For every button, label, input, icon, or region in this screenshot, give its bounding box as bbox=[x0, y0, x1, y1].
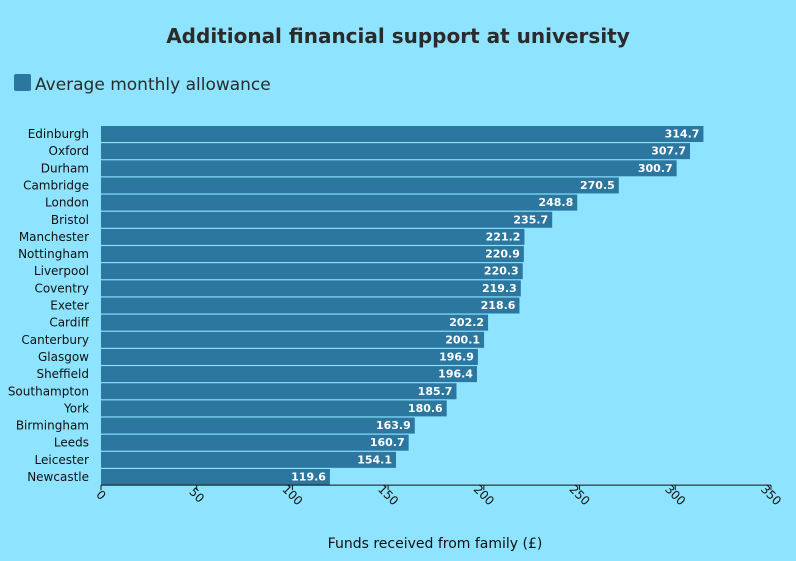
value-label: 235.7 bbox=[513, 213, 548, 226]
bar-newcastle bbox=[101, 469, 330, 485]
bar-coventry bbox=[101, 280, 521, 297]
category-label: Southampton bbox=[8, 384, 89, 398]
value-label: 300.7 bbox=[638, 162, 673, 175]
value-label: 196.9 bbox=[439, 350, 474, 363]
value-label: 248.8 bbox=[538, 196, 573, 209]
category-label: Leicester bbox=[35, 453, 90, 467]
value-label: 185.7 bbox=[418, 385, 453, 398]
category-label: Sheffield bbox=[36, 367, 89, 381]
value-label: 154.1 bbox=[357, 453, 392, 466]
value-label: 202.2 bbox=[449, 316, 484, 329]
bar-leicester bbox=[101, 451, 396, 468]
value-label: 270.5 bbox=[580, 179, 615, 192]
value-label: 218.6 bbox=[481, 299, 516, 312]
bar-edinburgh bbox=[101, 126, 704, 142]
value-label: 163.9 bbox=[376, 419, 411, 432]
category-label: Liverpool bbox=[34, 264, 89, 278]
bars: Edinburgh 314.7 Oxford 307.7 Durham 300.7 Camb… bbox=[8, 126, 704, 485]
value-label: 180.6 bbox=[408, 402, 443, 415]
legend-swatch bbox=[14, 74, 31, 91]
bar-york bbox=[101, 400, 447, 417]
value-label: 200.1 bbox=[445, 333, 480, 346]
bar-london bbox=[101, 194, 578, 211]
bar-sheffield bbox=[101, 366, 477, 383]
category-label: York bbox=[63, 401, 89, 415]
value-label: 220.3 bbox=[484, 265, 519, 278]
category-label: Leeds bbox=[54, 436, 89, 450]
category-label: Cambridge bbox=[23, 178, 89, 192]
bar-leeds bbox=[101, 434, 409, 451]
bar-cambridge bbox=[101, 177, 619, 194]
bar-birmingham bbox=[101, 417, 415, 434]
category-label: Nottingham bbox=[18, 247, 89, 261]
bar-manchester bbox=[101, 228, 525, 245]
category-label: Oxford bbox=[49, 144, 89, 158]
chart-title: Additional financial support at universi… bbox=[166, 24, 630, 48]
category-label: Birmingham bbox=[16, 419, 89, 433]
legend: Average monthly allowance bbox=[14, 74, 271, 95]
x-tick-label: 150 bbox=[375, 482, 401, 508]
value-label: 219.3 bbox=[482, 282, 517, 295]
x-tick-label: 250 bbox=[567, 482, 593, 508]
bar-oxford bbox=[101, 143, 691, 160]
x-tick-label: 350 bbox=[758, 482, 784, 508]
bar-liverpool bbox=[101, 263, 523, 280]
legend-label: Average monthly allowance bbox=[35, 75, 271, 95]
value-label: 220.9 bbox=[485, 248, 520, 261]
bar-southampton bbox=[101, 383, 457, 400]
value-label: 307.7 bbox=[651, 145, 686, 158]
x-tick-label: 50 bbox=[186, 485, 207, 506]
value-label: 160.7 bbox=[370, 436, 405, 449]
x-axis: 0 50 100 150 200 250 300 350 bbox=[93, 482, 784, 508]
category-label: Newcastle bbox=[27, 470, 89, 484]
bar-canterbury bbox=[101, 331, 485, 348]
category-label: Bristol bbox=[51, 213, 89, 227]
x-tick-label: 100 bbox=[279, 482, 305, 508]
category-label: London bbox=[45, 196, 89, 210]
category-label: Canterbury bbox=[21, 333, 89, 347]
category-label: Manchester bbox=[19, 230, 89, 244]
bar-exeter bbox=[101, 297, 520, 314]
category-label: Cardiff bbox=[49, 316, 89, 330]
category-label: Edinburgh bbox=[28, 127, 89, 141]
value-label: 221.2 bbox=[486, 230, 521, 243]
category-label: Coventry bbox=[34, 281, 89, 295]
x-tick-label: 300 bbox=[662, 482, 688, 508]
category-label: Glasgow bbox=[38, 350, 89, 364]
value-label: 314.7 bbox=[665, 128, 700, 141]
bar-durham bbox=[101, 160, 677, 177]
bar-glasgow bbox=[101, 348, 478, 365]
value-label: 119.6 bbox=[291, 471, 326, 484]
bar-nottingham bbox=[101, 246, 524, 263]
bar-bristol bbox=[101, 211, 553, 228]
category-label: Exeter bbox=[50, 299, 89, 313]
category-label: Durham bbox=[41, 161, 89, 175]
bar-cardiff bbox=[101, 314, 489, 331]
x-tick-label: 200 bbox=[471, 482, 497, 508]
x-tick-label: 0 bbox=[93, 487, 108, 502]
x-axis-title: Funds received from family (£) bbox=[328, 536, 543, 552]
value-label: 196.4 bbox=[438, 368, 473, 381]
